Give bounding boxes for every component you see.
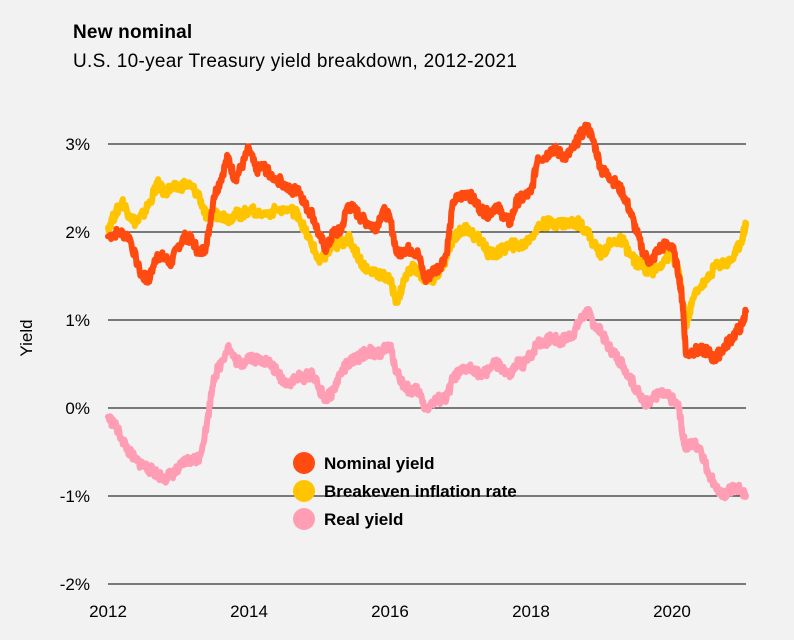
x-tick-label: 2016 — [371, 602, 409, 621]
y-tick-label: 3% — [65, 135, 90, 154]
x-tick-label: 2020 — [653, 602, 691, 621]
legend-label: Real yield — [324, 510, 403, 529]
y-tick-label: -1% — [60, 487, 90, 506]
legend-label: Nominal yield — [324, 454, 435, 473]
y-tick-labels: 3% 2% 1% 0% -1% -2% — [60, 135, 90, 594]
y-tick-label: 1% — [65, 311, 90, 330]
legend: Nominal yield Breakeven inflation rate Rea… — [293, 452, 517, 530]
series-line — [105, 305, 749, 502]
y-axis-label: Yield — [17, 319, 36, 356]
y-tick-label: -2% — [60, 575, 90, 594]
series-line — [105, 121, 749, 365]
chart-title: New nominal — [73, 22, 193, 43]
x-tick-label: 2014 — [230, 602, 268, 621]
y-tick-label: 0% — [65, 399, 90, 418]
x-tick-label: 2012 — [89, 602, 127, 621]
y-tick-label: 2% — [65, 223, 90, 242]
series-lines — [105, 121, 749, 502]
x-tick-label: 2018 — [512, 602, 550, 621]
legend-label: Breakeven inflation rate — [324, 482, 517, 501]
legend-swatch — [293, 508, 315, 530]
legend-swatch — [293, 480, 315, 502]
chart-subtitle: U.S. 10-year Treasury yield breakdown, 2… — [73, 51, 518, 72]
x-tick-labels: 2012 2014 2016 2018 2020 — [89, 602, 691, 621]
legend-swatch — [293, 452, 315, 474]
